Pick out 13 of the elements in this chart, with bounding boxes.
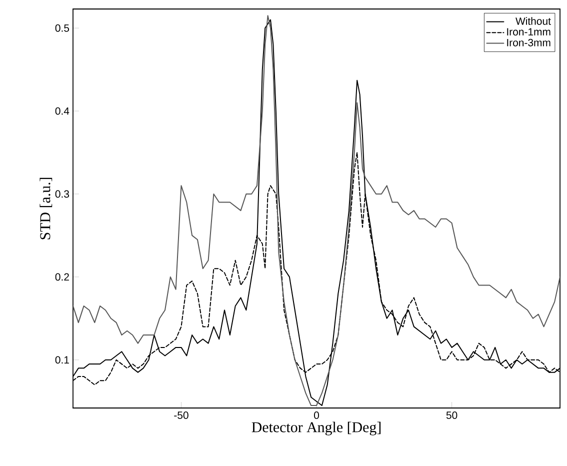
x-tick-label: 0 (314, 412, 320, 419)
x-axis-title: Detector Angle [Deg] (252, 422, 381, 436)
y-tick-label: 0.3 (55, 190, 70, 198)
legend-label: Iron-3mm (507, 38, 550, 46)
x-tick-label: 50 (446, 412, 458, 419)
legend-label: Without (516, 17, 551, 25)
legend-label: Iron-1mm (507, 28, 550, 36)
y-tick-label: 0.2 (55, 273, 69, 281)
y-tick-label: 0.4 (55, 107, 70, 115)
y-tick-label: 0.1 (55, 356, 69, 364)
y-axis-title: STD [a.u.] (40, 178, 52, 240)
x-tick-label: -50 (174, 412, 188, 419)
y-tick-label: 0.5 (55, 24, 70, 32)
